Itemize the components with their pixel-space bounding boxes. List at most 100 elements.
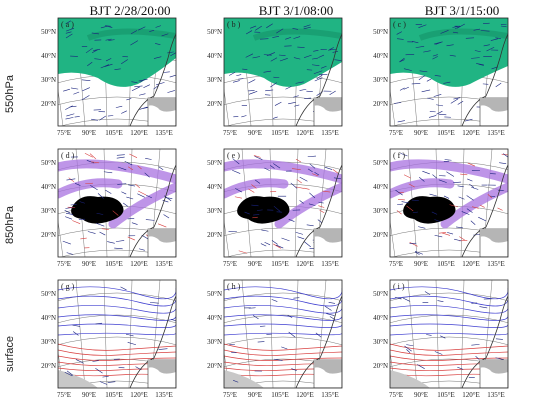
wind-vector: [285, 86, 292, 90]
longitude-tick-label: 90°E: [248, 391, 262, 399]
inset-land: [480, 229, 508, 243]
wind-vector: [293, 57, 301, 60]
wind-vector: [396, 210, 402, 215]
wind-vector: [167, 51, 174, 54]
wind-vector: [163, 71, 170, 73]
wind-vector: [295, 186, 304, 189]
wind-vector: [81, 95, 90, 101]
map-frame: [389, 148, 509, 258]
wind-vector: [260, 38, 269, 40]
map-frame: [389, 279, 509, 389]
temperature-contour: [390, 355, 508, 361]
longitude-tick-label: 120°E: [462, 391, 480, 399]
wind-vector: [479, 306, 488, 309]
wind-vector: [134, 85, 143, 88]
wind-vector: [238, 250, 248, 254]
wind-vector: [139, 106, 148, 110]
wind-vector: [261, 229, 269, 232]
wind-vector: [329, 90, 336, 96]
wind-vector: [245, 30, 253, 35]
wind-vector: [65, 27, 75, 32]
latitude-tick-label: 50°N: [207, 159, 222, 167]
column-title-3: BJT 3/1/15:00: [424, 3, 500, 18]
wind-vector: [315, 332, 322, 338]
panel-letter: ( f ): [393, 151, 405, 160]
convergence-band: [108, 182, 176, 229]
humidity-core: [86, 28, 176, 41]
latitude-tick-label: 40°N: [373, 314, 388, 322]
wind-vector: [107, 115, 114, 117]
isobar-contour: [224, 286, 342, 300]
wind-vector: [112, 210, 119, 216]
latitude-tick-label: 20°N: [41, 362, 56, 370]
wind-vector: [97, 193, 104, 199]
wind-vector: [309, 192, 316, 199]
wind-vector: [466, 208, 473, 213]
temperature-contour: [224, 343, 342, 351]
row-label-surface: surface: [4, 335, 16, 373]
wind-vector: [426, 78, 432, 82]
wind-vector: [415, 46, 425, 48]
latitude-tick-label: 50°N: [41, 28, 56, 36]
wind-vector: [309, 163, 316, 169]
wind-vector: [65, 20, 71, 25]
wind-vector: [64, 209, 71, 214]
wind-vector: [436, 104, 444, 107]
wind-vector: [293, 297, 300, 299]
longitude-line: [390, 88, 396, 126]
wind-vector: [478, 63, 484, 66]
wind-vector: [256, 209, 263, 211]
wind-vector: [96, 222, 105, 227]
map-frame: [57, 17, 177, 127]
isobar-contour: [224, 323, 342, 328]
longitude-tick-label: 105°E: [271, 129, 289, 137]
wind-vector: [253, 214, 260, 216]
wind-vector: [467, 178, 473, 182]
wind-vector: [427, 97, 434, 100]
wind-vector: [120, 286, 127, 291]
wind-vector: [127, 342, 137, 346]
wind-vector: [126, 98, 132, 101]
wind-vector: [137, 165, 142, 170]
wind-vector: [273, 243, 281, 249]
latitude-tick-label: 30°N: [373, 207, 388, 215]
wind-vector: [232, 80, 240, 83]
longitude-tick-label: 75°E: [223, 129, 237, 137]
wind-vector: [85, 47, 93, 54]
wind-vector: [439, 232, 447, 234]
map-panel-g: ( g ) 50°N 40°N 30°N 20°N 75°E 90°E 105°E 120°E 1…: [41, 279, 177, 399]
temperature-contour: [390, 349, 508, 356]
wind-vector: [414, 251, 420, 255]
wind-vector: [62, 240, 71, 245]
wind-vector: [457, 366, 464, 370]
wind-vector: [101, 228, 109, 230]
latitude-tick-label: 40°N: [207, 314, 222, 322]
wind-vector: [412, 211, 419, 214]
wind-vector: [332, 169, 339, 174]
longitude-line: [390, 219, 396, 257]
wind-vector: [418, 75, 425, 81]
convergence-band: [58, 159, 176, 184]
wind-vector: [454, 238, 462, 242]
longitude-tick-label: 120°E: [130, 260, 148, 268]
wind-vector: [443, 81, 451, 84]
latitude-tick-label: 50°N: [373, 290, 388, 298]
panel-letter: ( d ): [61, 151, 75, 160]
wind-vector: [438, 113, 447, 116]
wind-vector: [252, 216, 258, 219]
wind-vector: [312, 173, 319, 177]
wind-vector: [294, 104, 300, 107]
wind-vector: [406, 205, 414, 212]
wind-vector: [145, 219, 155, 221]
wind-vector: [90, 185, 98, 191]
panel-letter: ( h ): [227, 282, 241, 291]
wind-vector: [308, 203, 316, 206]
wind-vector: [304, 54, 312, 58]
longitude-tick-label: 75°E: [389, 129, 403, 137]
latitude-tick-label: 50°N: [373, 159, 388, 167]
wind-vector: [115, 105, 123, 108]
longitude-tick-label: 75°E: [389, 391, 403, 399]
wind-vector: [449, 204, 458, 208]
convergence-band: [390, 159, 508, 184]
wind-vector: [255, 179, 261, 184]
